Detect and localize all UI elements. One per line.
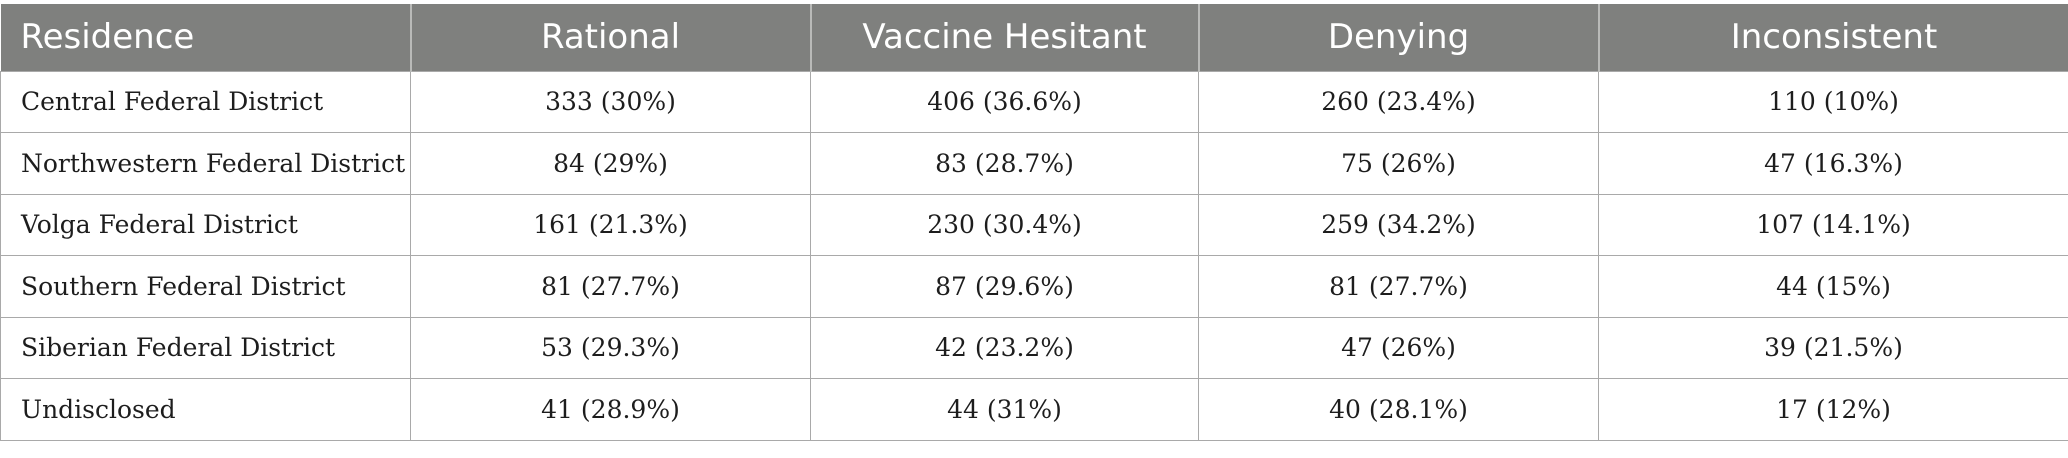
header-residence: Residence bbox=[0, 4, 411, 71]
inconsistent-cell: 110 (10%) bbox=[1598, 70, 2068, 133]
denying-cell: 75 (26%) bbox=[1198, 132, 1599, 195]
rational-cell: 41 (28.9%) bbox=[410, 378, 811, 441]
table-header: Residence Rational Vaccine Hesitant Deny… bbox=[0, 4, 2068, 71]
rational-cell: 333 (30%) bbox=[410, 70, 811, 133]
header-inconsistent: Inconsistent bbox=[1597, 4, 2068, 71]
denying-cell: 259 (34.2%) bbox=[1198, 193, 1599, 256]
residence-attitude-table: Residence Rational Vaccine Hesitant Deny… bbox=[0, 4, 2068, 441]
vaccine-hesitant-cell: 44 (31%) bbox=[810, 378, 1199, 441]
vaccine-hesitant-cell: 87 (29.6%) bbox=[810, 255, 1199, 318]
header-row: Residence Rational Vaccine Hesitant Deny… bbox=[0, 4, 2068, 71]
inconsistent-cell: 17 (12%) bbox=[1598, 378, 2068, 441]
denying-cell: 81 (27.7%) bbox=[1198, 255, 1599, 318]
residence-cell: Northwestern Federal District bbox=[0, 132, 411, 195]
table-row: Northwestern Federal District 84 (29%) 8… bbox=[0, 132, 2068, 195]
denying-cell: 47 (26%) bbox=[1198, 316, 1599, 379]
inconsistent-cell: 47 (16.3%) bbox=[1598, 132, 2068, 195]
vaccine-hesitant-cell: 42 (23.2%) bbox=[810, 316, 1199, 379]
residence-cell: Undisclosed bbox=[0, 378, 411, 441]
vaccine-hesitant-cell: 406 (36.6%) bbox=[810, 70, 1199, 133]
denying-cell: 260 (23.4%) bbox=[1198, 70, 1599, 133]
inconsistent-cell: 39 (21.5%) bbox=[1598, 316, 2068, 379]
vaccine-hesitant-cell: 230 (30.4%) bbox=[810, 193, 1199, 256]
denying-cell: 40 (28.1%) bbox=[1198, 378, 1599, 441]
table-body: Central Federal District 333 (30%) 406 (… bbox=[0, 70, 2068, 441]
inconsistent-cell: 107 (14.1%) bbox=[1598, 193, 2068, 256]
residence-cell: Central Federal District bbox=[0, 70, 411, 133]
header-vaccine-hesitant: Vaccine Hesitant bbox=[809, 4, 1199, 71]
table-row: Siberian Federal District 53 (29.3%) 42 … bbox=[0, 316, 2068, 379]
rational-cell: 84 (29%) bbox=[410, 132, 811, 195]
inconsistent-cell: 44 (15%) bbox=[1598, 255, 2068, 318]
residence-cell: Siberian Federal District bbox=[0, 316, 411, 379]
rational-cell: 161 (21.3%) bbox=[410, 193, 811, 256]
vaccine-hesitant-cell: 83 (28.7%) bbox=[810, 132, 1199, 195]
header-rational: Rational bbox=[409, 4, 811, 71]
table-row: Southern Federal District 81 (27.7%) 87 … bbox=[0, 255, 2068, 318]
rational-cell: 81 (27.7%) bbox=[410, 255, 811, 318]
rational-cell: 53 (29.3%) bbox=[410, 316, 811, 379]
table-row: Volga Federal District 161 (21.3%) 230 (… bbox=[0, 193, 2068, 256]
table-row: Central Federal District 333 (30%) 406 (… bbox=[0, 70, 2068, 133]
header-denying: Denying bbox=[1197, 4, 1599, 71]
residence-cell: Volga Federal District bbox=[0, 193, 411, 256]
table-row: Undisclosed 41 (28.9%) 44 (31%) 40 (28.1… bbox=[0, 378, 2068, 441]
residence-cell: Southern Federal District bbox=[0, 255, 411, 318]
